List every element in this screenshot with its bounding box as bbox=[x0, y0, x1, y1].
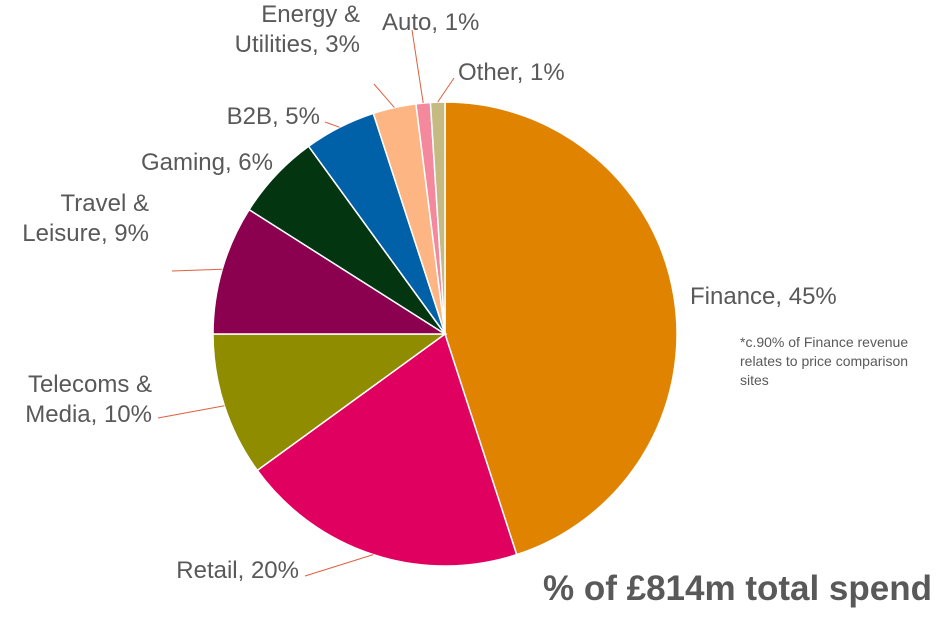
slice-label-telecoms-media: Telecoms & Media, 10% bbox=[25, 371, 152, 428]
leader-line bbox=[437, 77, 455, 103]
leader-line bbox=[157, 405, 225, 419]
leader-line bbox=[304, 554, 374, 577]
pie-slice-finance bbox=[444, 101, 678, 556]
leader-line bbox=[373, 83, 395, 108]
leader-line bbox=[411, 29, 424, 104]
slice-label-energy-utilities: Energy & Utilities, 3% bbox=[235, 1, 360, 58]
leader-line bbox=[171, 268, 223, 272]
slice-label-finance: Finance, 45% bbox=[690, 283, 837, 310]
footnote: *c.90% of Finance revenue relates to pri… bbox=[740, 334, 909, 388]
pie-slice-other bbox=[429, 101, 446, 335]
pie-slice-retail bbox=[256, 332, 518, 567]
slice-label-auto: Auto, 1% bbox=[382, 9, 479, 36]
slice-label-b2b: B2B, 5% bbox=[227, 103, 320, 130]
leader-line bbox=[324, 121, 340, 128]
slice-label-retail: Retail, 20% bbox=[176, 557, 299, 584]
slice-label-travel-leisure: Travel & Leisure, 9% bbox=[22, 190, 149, 247]
pie-slice-travel-leisure bbox=[212, 208, 448, 335]
slice-label-other: Other, 1% bbox=[458, 59, 565, 86]
total-spend-caption: % of £814m total spend bbox=[543, 569, 932, 608]
slice-label-gaming: Gaming, 6% bbox=[141, 149, 273, 176]
